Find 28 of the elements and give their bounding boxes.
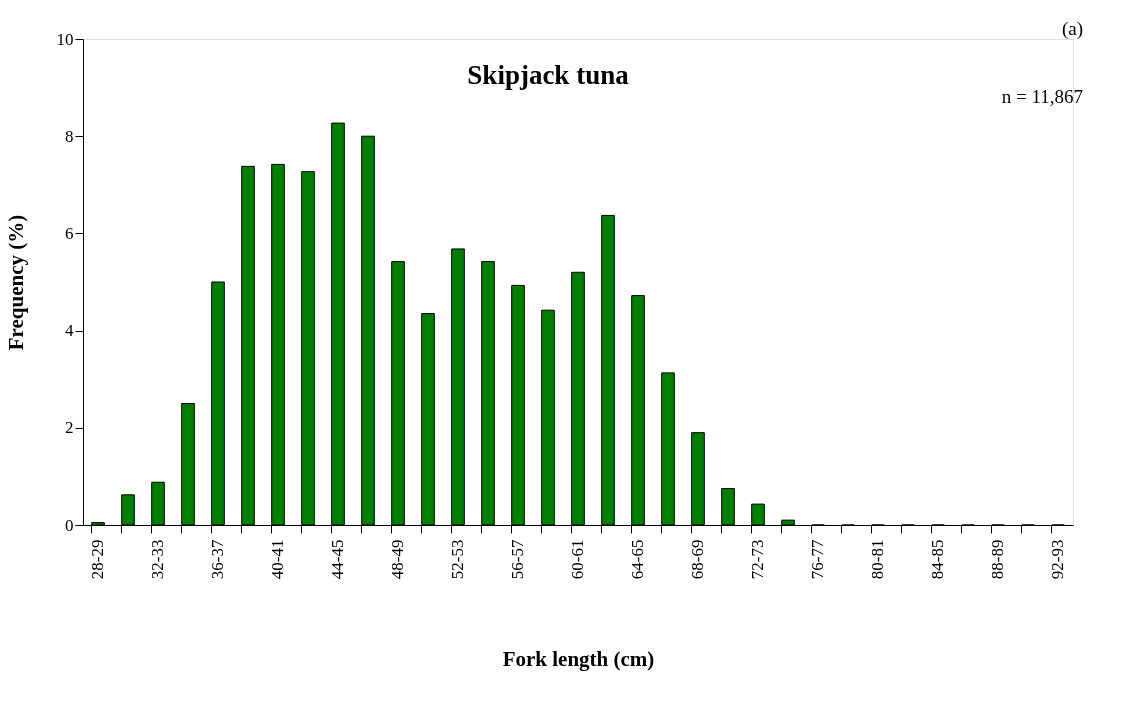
- x-tick-label: 80-81: [868, 539, 887, 580]
- x-tick-label: 88-89: [988, 539, 1007, 580]
- y-tick-label: 10: [56, 29, 74, 49]
- x-tick-label: 48-49: [388, 539, 407, 580]
- y-tick-label: 8: [65, 126, 74, 146]
- text: (a): [1061, 18, 1083, 40]
- x-tick-label: 68-69: [688, 539, 707, 580]
- text: Skipjack tuna: [467, 60, 630, 90]
- y-tick-label: 4: [65, 321, 74, 341]
- y-tick-label: 6: [65, 223, 74, 243]
- x-axis-title: Fork length (cm): [502, 647, 655, 672]
- x-tick-label: 64-65: [628, 539, 647, 580]
- x-tick-label: 36-37: [208, 539, 227, 580]
- x-tick-label: 72-73: [748, 539, 767, 580]
- x-tick-label: 28-29: [88, 539, 107, 580]
- x-tick-label: 76-77: [808, 539, 827, 580]
- x-tick-label: 40-41: [268, 539, 287, 580]
- y-tick-label: 2: [65, 418, 74, 438]
- x-tick-label: 32-33: [148, 539, 167, 580]
- x-tick-label: 52-53: [448, 539, 467, 580]
- x-tick-label: 44-45: [328, 539, 347, 580]
- x-tick-label: 56-57: [508, 539, 527, 580]
- y-axis-title: Frequency (%): [3, 214, 28, 351]
- annotation: n = 11,867: [1001, 86, 1083, 107]
- y-tick-label: 0: [65, 515, 74, 535]
- x-tick-label: 84-85: [928, 539, 947, 580]
- x-tick-label: 92-93: [1048, 539, 1067, 580]
- x-tick-label: 60-61: [568, 539, 587, 580]
